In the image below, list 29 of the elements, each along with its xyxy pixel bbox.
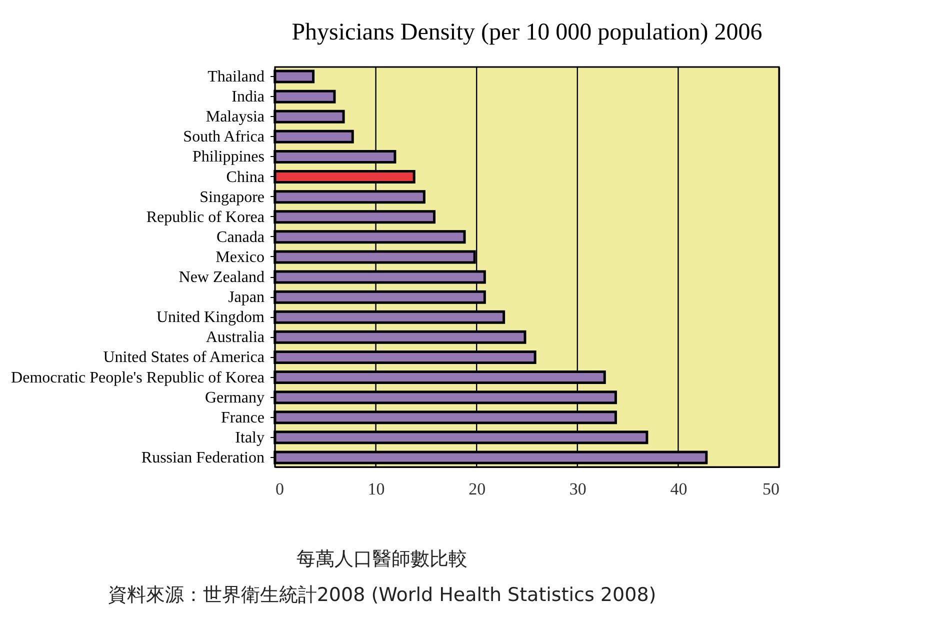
y-tick-label: New Zealand xyxy=(178,269,264,286)
y-tick-label: United Kingdom xyxy=(156,309,266,326)
y-tick-label: Russian Federation xyxy=(141,449,264,466)
y-tick-label: Australia xyxy=(206,329,264,346)
y-tick-label: Canada xyxy=(216,228,264,246)
text: 每萬人口醫師數比較 xyxy=(296,548,468,570)
y-tick-label: Singapore xyxy=(200,188,264,206)
y-tick-label: Germany xyxy=(204,389,264,406)
source-note: 資料來源：世界衛生統計2008 (World Health Statistics 2008) xyxy=(108,584,656,606)
y-tick-label: Republic of Korea xyxy=(146,208,264,226)
x-tick-label: 10 xyxy=(368,480,385,498)
x-tick-label: 30 xyxy=(569,480,586,498)
y-tick-label: Thailand xyxy=(208,68,264,86)
x-tick-label: 0 xyxy=(276,480,284,498)
y-tick-label: United States of America xyxy=(103,349,264,366)
y-tick-label: India xyxy=(232,88,264,106)
y-tick-label: Mexico xyxy=(216,248,264,266)
y-tick-label: Democratic People's Republic of Korea xyxy=(11,369,264,386)
chart-title: Physicians Density (per 10 000 population) 2006 xyxy=(292,19,762,46)
y-tick-label: Italy xyxy=(235,429,264,446)
y-tick-label: France xyxy=(220,409,264,426)
y-tick-label: Malaysia xyxy=(206,108,264,126)
y-tick-label: South Africa xyxy=(183,128,264,146)
x-tick-label: 40 xyxy=(670,480,688,498)
x-tick-label: 50 xyxy=(762,480,780,498)
x-tick-label: 20 xyxy=(468,480,486,498)
y-tick-label: Philippines xyxy=(192,148,264,166)
y-tick-label: Japan xyxy=(228,289,264,306)
y-tick-label: China xyxy=(226,168,264,186)
